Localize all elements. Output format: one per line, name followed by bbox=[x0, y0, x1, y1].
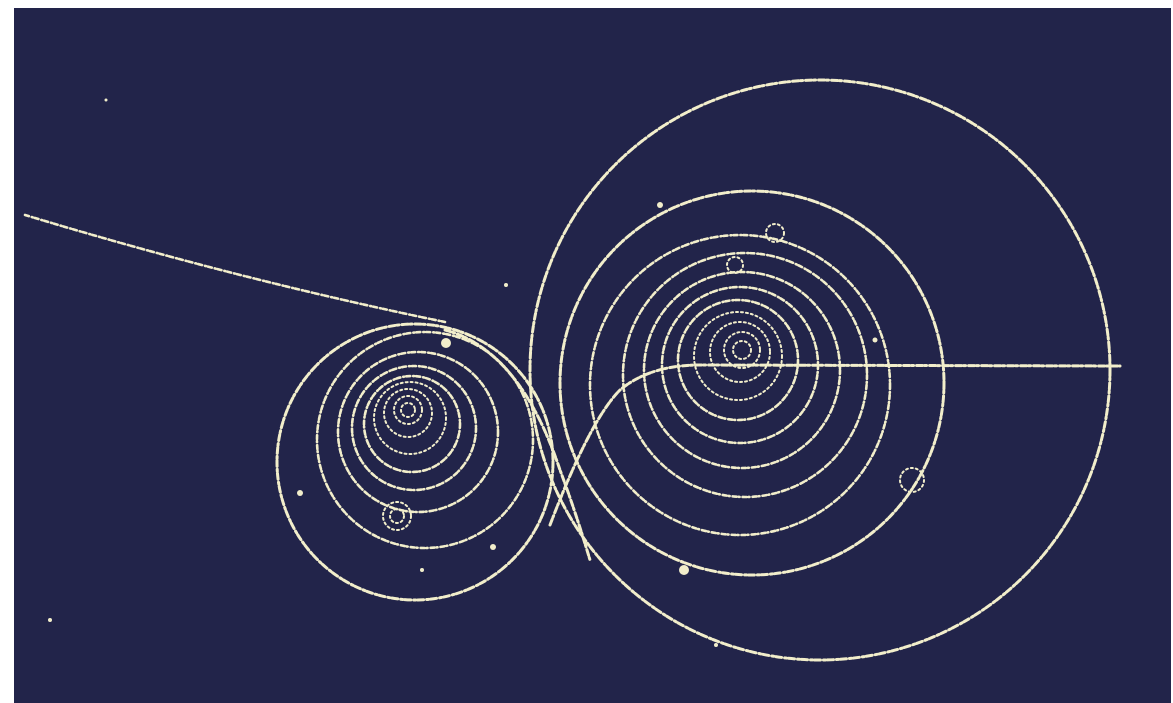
track-ring bbox=[373, 381, 447, 455]
track-ring bbox=[660, 285, 820, 445]
right-spiral bbox=[528, 78, 1112, 662]
track-ring bbox=[693, 311, 783, 401]
bubble bbox=[504, 283, 508, 287]
left-spiral bbox=[275, 322, 555, 602]
bubble bbox=[297, 490, 303, 496]
bubble bbox=[872, 337, 878, 343]
track-ring bbox=[362, 374, 462, 474]
track-ring bbox=[528, 78, 1112, 662]
track-ring bbox=[558, 189, 946, 577]
track bbox=[443, 328, 592, 562]
track-ring bbox=[899, 467, 925, 493]
bubble bbox=[679, 565, 689, 575]
track-ring bbox=[621, 251, 869, 499]
incoming-track bbox=[23, 213, 447, 324]
track-ring bbox=[723, 331, 761, 369]
track-ring bbox=[676, 298, 800, 422]
track-ring bbox=[765, 223, 785, 243]
track-ring bbox=[389, 508, 405, 524]
track-ring bbox=[400, 402, 416, 418]
track-ring bbox=[642, 270, 842, 470]
track-ring bbox=[275, 322, 555, 602]
track-ring bbox=[382, 501, 412, 531]
track-ring bbox=[393, 395, 423, 425]
track-ring bbox=[588, 233, 892, 537]
bubbles bbox=[48, 98, 878, 647]
track-ring bbox=[336, 350, 500, 514]
track-ring bbox=[709, 321, 771, 383]
bubble bbox=[657, 202, 663, 208]
bubble bbox=[714, 643, 718, 647]
track bbox=[548, 363, 1122, 527]
track-ring bbox=[383, 388, 433, 438]
bubble bbox=[48, 618, 52, 622]
bubble bbox=[490, 544, 496, 550]
track-ring bbox=[726, 256, 744, 274]
bubble bbox=[104, 98, 108, 102]
bubble bbox=[420, 568, 424, 572]
track-ring bbox=[315, 330, 535, 550]
track-ring bbox=[732, 340, 752, 360]
track-ring bbox=[350, 364, 478, 492]
bubble bbox=[441, 338, 451, 348]
